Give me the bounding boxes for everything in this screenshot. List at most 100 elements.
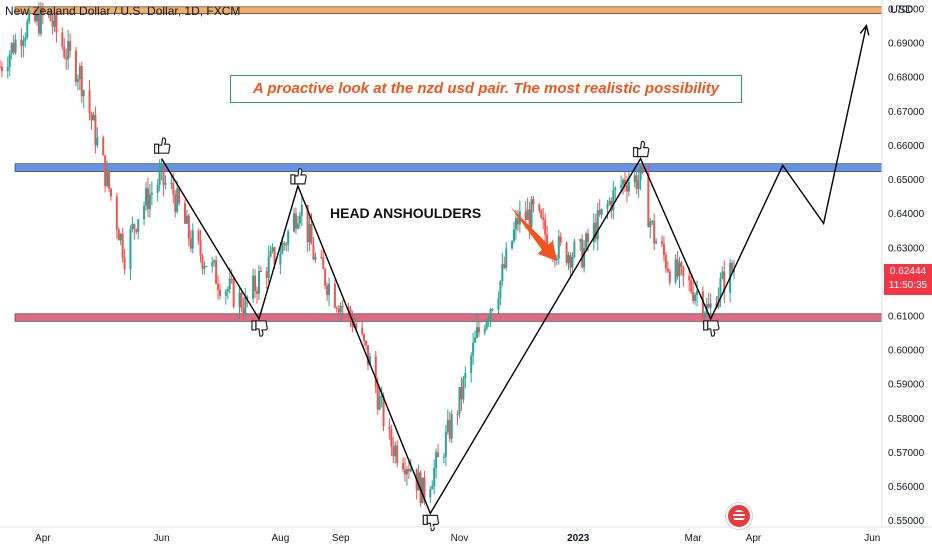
pattern-path[interactable]: [161, 25, 868, 515]
candle-body: [158, 170, 161, 185]
candle-body: [137, 219, 140, 232]
level-zone-resistance-mid[interactable]: [14, 163, 883, 172]
candle-body: [335, 307, 338, 309]
candle-body: [690, 280, 693, 292]
analysis-callout[interactable]: A proactive look at the nzd usd pair. Th…: [230, 75, 742, 103]
x-tick-label: Sep: [332, 533, 350, 544]
candle-body: [238, 292, 241, 307]
candle-body: [680, 262, 683, 267]
candle-body: [176, 188, 179, 212]
candle-body: [483, 328, 486, 333]
candle-body: [567, 255, 570, 264]
orange-arrow[interactable]: [510, 206, 557, 261]
candle-body: [405, 468, 408, 475]
candle-body: [587, 233, 589, 243]
candle-body: [123, 257, 126, 270]
candle-body: [585, 233, 588, 248]
thumbs-up-icon[interactable]: [703, 320, 720, 337]
candle-body: [627, 182, 630, 192]
candle-body: [583, 247, 586, 268]
candle-body: [76, 79, 79, 82]
candle-body: [516, 217, 519, 225]
candle-body: [666, 268, 669, 272]
candle-body: [349, 308, 352, 318]
last-price-badge: 0.62444 11:50:35: [884, 264, 932, 295]
thumbs-up-icon[interactable]: [632, 140, 650, 158]
callout-text: A proactive look at the nzd usd pair. Th…: [252, 80, 720, 97]
candle-body: [273, 247, 276, 265]
candle-body: [230, 278, 233, 280]
candle-body: [409, 468, 412, 472]
candle-body: [119, 233, 122, 241]
candle-body: [505, 248, 508, 268]
candle-body: [606, 203, 609, 209]
candle-body: [328, 283, 331, 296]
candle-body: [102, 137, 105, 156]
candle-body: [135, 229, 138, 232]
candle-body: [150, 192, 153, 195]
candle-body: [341, 305, 344, 308]
us-flag-icon[interactable]: [726, 503, 752, 529]
candle-body: [653, 220, 656, 244]
candle-body: [205, 266, 208, 268]
candle-body: [433, 467, 436, 487]
candle-body: [363, 334, 366, 341]
target-arrowhead: [859, 24, 870, 36]
candle-body: [678, 262, 681, 277]
candle-body: [477, 327, 480, 333]
candle-body: [294, 213, 297, 229]
candle-body: [421, 477, 424, 504]
candle-body: [189, 238, 192, 249]
candle-body: [660, 241, 663, 245]
candle-body: [162, 165, 165, 185]
thumbs-up-icon[interactable]: [154, 137, 171, 154]
candle-body: [368, 356, 371, 365]
candle-body: [0, 66, 1, 68]
candle-body: [649, 221, 652, 228]
x-tick-label: Jun: [864, 533, 880, 544]
thumbs-up-icon[interactable]: [290, 168, 307, 185]
candle-body: [376, 386, 379, 410]
candle-body: [540, 210, 543, 218]
candle-body: [557, 236, 560, 259]
candle-body: [267, 256, 270, 278]
y-tick-label: 0.55000: [888, 516, 925, 527]
candle-body: [265, 271, 268, 278]
candle-body: [526, 209, 529, 220]
y-tick-label: 0.69000: [888, 39, 925, 50]
candle-body: [573, 241, 576, 257]
x-tick-label: Mar: [685, 533, 703, 544]
candle-body: [310, 224, 313, 245]
thumbs-up-icon[interactable]: [422, 514, 440, 532]
x-tick-label: Apr: [35, 533, 51, 544]
candle-body: [544, 219, 547, 235]
candle-body: [197, 230, 200, 241]
pattern-label[interactable]: HEAD ANSHOULDERS: [330, 205, 482, 221]
candle-body: [191, 230, 194, 249]
candle-body: [324, 269, 327, 286]
candle-body: [246, 296, 249, 299]
candle-body: [53, 14, 56, 27]
candle-body: [694, 294, 697, 301]
candle-body: [664, 254, 667, 269]
candle-body: [707, 303, 710, 308]
candle-body: [719, 278, 722, 296]
candle-body: [109, 188, 112, 197]
candle-body: [501, 264, 504, 282]
candle-body: [185, 215, 188, 224]
y-tick-label: 0.70000: [888, 5, 925, 16]
thumbs-up-icon[interactable]: [251, 320, 268, 337]
candle-body: [145, 188, 148, 206]
candle-body: [394, 445, 397, 457]
candle-body: [244, 296, 247, 314]
candle-body: [382, 396, 385, 427]
candle-body: [281, 242, 284, 254]
level-zone-support[interactable]: [14, 313, 883, 322]
candle-body: [47, 10, 50, 16]
candle-body: [442, 456, 445, 458]
candle-body: [610, 200, 613, 211]
candle-body: [403, 469, 406, 475]
y-tick-label: 0.63000: [888, 243, 925, 254]
candle-body: [203, 266, 206, 269]
